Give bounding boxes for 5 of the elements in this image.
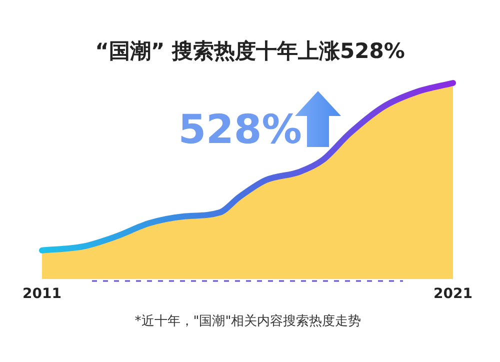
text: *近十年，"国潮"相关内容搜索热度走势	[134, 313, 362, 329]
x-tick-label: 2011	[22, 286, 62, 302]
title: “国潮” 搜索热度十年上涨528%	[95, 39, 405, 63]
x-tick-label: 2021	[434, 286, 472, 302]
annotation: 528%	[178, 107, 302, 153]
